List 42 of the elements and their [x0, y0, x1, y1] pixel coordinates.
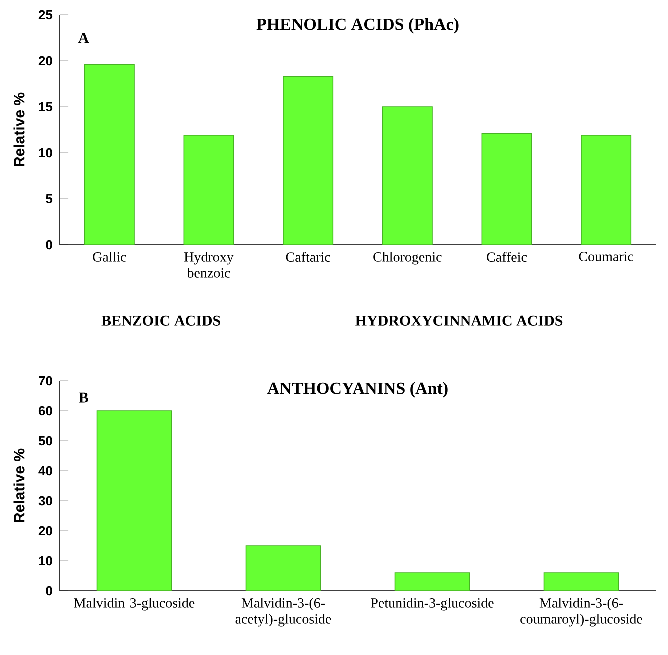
x-tick-label: Hydroxy benzoic [184, 252, 234, 278]
bar [96, 410, 172, 592]
annotation: A [78, 33, 90, 43]
y-tick-label: 5 [46, 194, 53, 204]
x-tick-label: Petunidin-3-glucoside [371, 598, 494, 611]
x-tick-label: Malvidin-3-(6-acetyl)-glucoside [236, 598, 332, 627]
y-tick-label: 20 [38, 526, 52, 536]
y-tick-label: 0 [46, 240, 52, 250]
y-tick-label: 15 [39, 102, 53, 112]
y-axis-title: Relative % [14, 92, 25, 167]
x-tick-label: Coumaric [579, 252, 634, 262]
x-tick-label: Gallic [93, 252, 126, 262]
chart-title: ANTHOCYANINS (Ant) [268, 382, 448, 398]
y-tick-label: 0 [46, 586, 52, 596]
bar [283, 76, 334, 246]
x-tick-label: Caffeic [487, 252, 528, 262]
bar [246, 546, 322, 592]
y-tick-label: 70 [39, 376, 52, 386]
bar [184, 135, 234, 246]
y-tick-label: 60 [38, 406, 52, 416]
y-tick-label: 10 [39, 148, 52, 158]
text: BENZOIC ACIDS [102, 316, 220, 326]
y-tick-label: 25 [38, 10, 53, 20]
bar [84, 64, 135, 246]
y-tick-label: 50 [38, 436, 52, 446]
bar [394, 572, 470, 592]
bar [581, 135, 632, 246]
y-tick-label: 20 [38, 56, 52, 66]
bar [544, 572, 620, 592]
x-tick-label: Malvidin 3-glucoside [74, 598, 195, 611]
chart-title: PHENOLIC ACIDS (PhAc) [256, 18, 459, 34]
text: HYDROXYCINNAMIC ACIDS [356, 316, 563, 326]
x-tick-label: Caftaric [286, 252, 330, 262]
y-tick-label: 10 [39, 556, 52, 566]
bar [482, 133, 532, 246]
x-tick-label: Chlorogenic [374, 252, 442, 265]
y-tick-label: 40 [38, 466, 52, 476]
y-tick-label: 30 [38, 496, 52, 506]
annotation: B [79, 392, 88, 403]
y-axis-title: Relative % [14, 448, 25, 523]
x-tick-label: Malvidin-3-(6-coumaroyl)-glucoside [520, 598, 642, 627]
bar [382, 106, 433, 246]
